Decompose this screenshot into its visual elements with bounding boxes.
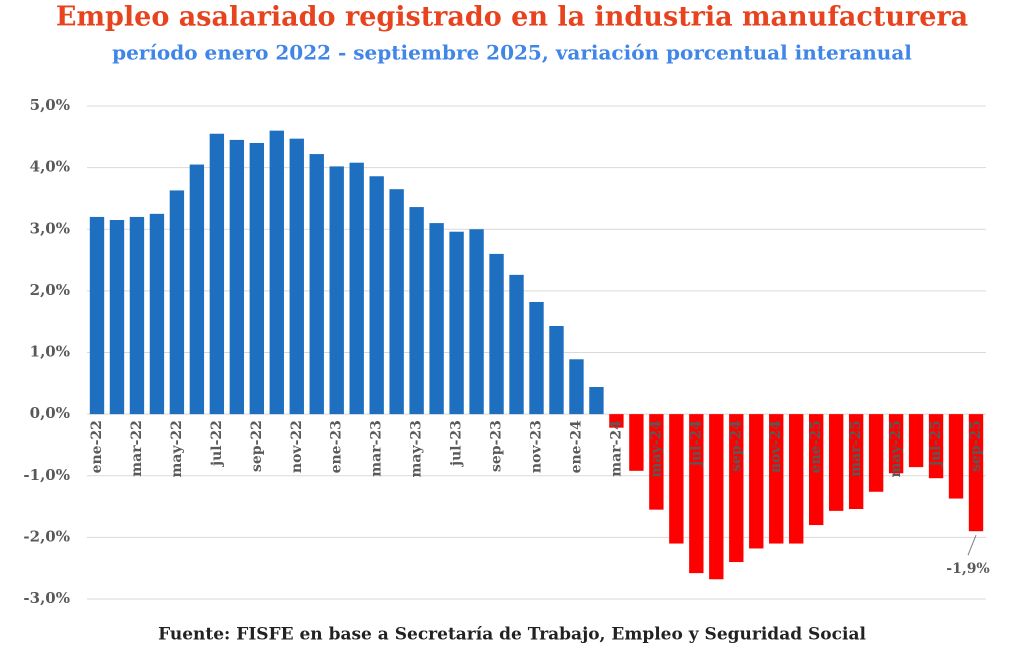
bar	[289, 138, 304, 415]
bar	[529, 301, 544, 415]
bar	[888, 414, 904, 474]
y-tick-label: 4,0%	[30, 158, 70, 176]
bar	[129, 216, 145, 415]
x-tick-label: jul-25	[928, 420, 944, 468]
data-label: -1,9%	[946, 561, 989, 577]
chart-subtitle: período enero 2022 - septiembre 2025, va…	[112, 41, 912, 65]
bar	[948, 414, 964, 499]
bar	[769, 414, 784, 544]
bar	[689, 414, 704, 574]
x-tick-label: sep-22	[249, 420, 265, 472]
bar	[329, 166, 344, 415]
bar	[928, 414, 944, 479]
bar	[848, 414, 864, 510]
bar	[269, 130, 284, 415]
bar	[569, 359, 584, 415]
x-tick-label: ene-23	[329, 420, 345, 473]
x-tick-label: may-23	[409, 420, 425, 477]
bar	[609, 414, 624, 428]
x-tick-label: ene-22	[89, 420, 105, 473]
bar	[469, 229, 484, 415]
x-tick-label: ene-24	[568, 420, 584, 474]
y-tick-label: 1,0%	[30, 343, 70, 361]
x-tick-label: nov-23	[529, 420, 545, 473]
bar	[549, 326, 564, 415]
y-tick-label: -1,0%	[23, 466, 70, 484]
bar	[149, 213, 165, 415]
bar	[509, 274, 524, 415]
x-tick-label: sep-25	[968, 420, 984, 472]
bar	[249, 142, 265, 415]
bar	[349, 162, 364, 415]
x-tick-label: mar-25	[848, 420, 864, 477]
bar	[449, 231, 464, 415]
x-tick-label: may-24	[648, 420, 664, 478]
y-tick-label: 0,0%	[30, 404, 70, 422]
x-tick-label: nov-24	[768, 420, 784, 473]
bar	[669, 414, 684, 544]
bar	[409, 207, 424, 415]
bar	[828, 414, 844, 511]
bar	[309, 154, 324, 415]
chart-title: Empleo asalariado registrado en la indus…	[56, 2, 968, 33]
y-tick-label: 5,0%	[30, 96, 70, 114]
bar	[589, 387, 604, 415]
bar	[169, 190, 185, 415]
y-tick-label: -3,0%	[23, 589, 70, 607]
y-tick-label: 3,0%	[30, 219, 70, 237]
bar	[89, 216, 105, 415]
bar	[429, 223, 444, 415]
x-tick-label: sep-23	[489, 420, 505, 472]
x-tick-label: ene-25	[808, 420, 824, 473]
bar	[908, 414, 924, 468]
bar	[229, 139, 245, 415]
bar	[489, 253, 504, 415]
x-tick-label: mar-23	[369, 420, 385, 477]
x-tick-label: may-22	[169, 420, 185, 477]
bar	[968, 414, 984, 532]
bar	[389, 189, 404, 415]
bar	[729, 414, 744, 563]
x-tick-label: jul-23	[449, 420, 465, 468]
source: Fuente: FISFE en base a Secretaría de Tr…	[158, 625, 866, 645]
bar	[649, 414, 664, 510]
bar	[209, 133, 225, 415]
x-tick-label: mar-22	[129, 420, 145, 477]
bar	[749, 414, 764, 549]
x-tick-label: sep-24	[728, 420, 744, 472]
bar	[369, 176, 384, 415]
x-tick-label: nov-22	[289, 420, 305, 473]
bar	[789, 414, 804, 544]
x-tick-label: jul-22	[209, 420, 225, 468]
bar	[808, 414, 824, 526]
bar	[189, 164, 205, 415]
x-tick-label: jul-24	[688, 420, 704, 468]
bar	[629, 414, 644, 471]
bar	[709, 414, 724, 580]
x-tick-label: mar-24	[608, 420, 624, 477]
x-tick-label: may-25	[888, 420, 904, 477]
bar	[109, 220, 125, 415]
y-tick-label: 2,0%	[30, 281, 70, 299]
y-tick-label: -2,0%	[23, 527, 70, 545]
bar	[868, 414, 884, 492]
leader-line	[967, 535, 977, 556]
